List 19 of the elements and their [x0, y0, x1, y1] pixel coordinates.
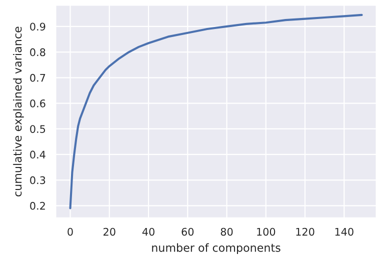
x-tick-label: 60 — [182, 228, 194, 236]
y-tick-label: 0.6 — [30, 99, 46, 108]
line-series — [69, 14, 363, 210]
x-tick-label: 0 — [68, 228, 73, 236]
y-tick-label: 0.5 — [30, 125, 46, 133]
x-tick-label: 80 — [220, 228, 233, 236]
y-tick-label: 0.8 — [30, 48, 46, 56]
x-axis-title: number of components — [152, 243, 280, 254]
x-tick-label: 140 — [335, 228, 354, 236]
x-tick-label: 120 — [296, 228, 314, 236]
x-tick-label: 40 — [142, 228, 154, 236]
x-tick-label: 20 — [104, 228, 116, 236]
x-tick-label: 100 — [257, 228, 276, 236]
y-tick-label: 0.2 — [30, 202, 45, 210]
y-tick-label: 0.4 — [30, 150, 46, 159]
y-tick-label: 0.7 — [30, 74, 46, 82]
y-tick-label: 0.3 — [30, 176, 46, 184]
y-tick-label: 0.9 — [30, 22, 46, 31]
y-axis-title: cumulative explained variance — [13, 26, 24, 196]
